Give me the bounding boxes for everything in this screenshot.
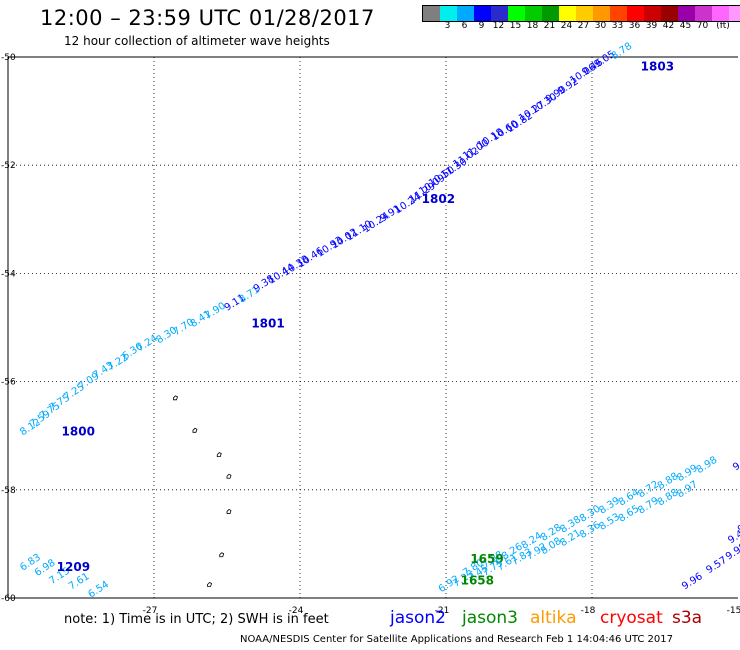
legend-swatch [593, 6, 610, 21]
pass-time-label: 1803 [641, 60, 674, 74]
legend-swatch [423, 6, 440, 21]
legend-swatch [576, 6, 593, 21]
legend-swatch [474, 6, 491, 21]
legend-label: 15 [509, 21, 522, 31]
page-title: 12:00 – 23:59 UTC 01/28/2017 [40, 6, 375, 30]
swh-value: 9.96 [680, 571, 705, 592]
legend-label: 18 [526, 21, 539, 31]
pass-time-label: 1658 [461, 573, 494, 587]
lon-tick-label: -21 [435, 606, 450, 616]
legend-swatch [508, 6, 525, 21]
color-scale-legend [422, 5, 740, 22]
satellite-legend-s3a: s3a [672, 608, 703, 628]
swh-value: 9 [736, 523, 740, 536]
legend-label: 3 [444, 21, 451, 31]
swh-value: 8.98 [695, 455, 720, 476]
color-scale-labels: 3 6 9 12 15 18 21 24 27 30 33 36 39 42 45 70 (ft) [422, 21, 740, 33]
legend-label: 21 [543, 21, 556, 31]
pass-time-label: 1209 [57, 560, 90, 574]
legend-swatch [491, 6, 508, 21]
legend-label: 33 [611, 21, 624, 31]
pass-time-label: 1659 [470, 552, 503, 566]
legend-label: 9 [478, 21, 485, 31]
island-outline [173, 395, 178, 401]
lat-tick-label: -50 [1, 53, 16, 63]
swh-value: 9.1 [731, 455, 740, 473]
legend-label: 30 [594, 21, 607, 31]
legend-label: 36 [628, 21, 641, 31]
swh-value: 9.57 [704, 555, 729, 576]
legend-unit: (ft) [716, 21, 730, 31]
legend-swatch [695, 6, 712, 21]
legend-label: 12 [492, 21, 505, 31]
legend-label: 70 [696, 21, 709, 31]
island-outline [219, 552, 225, 558]
satellite-legend-altika: altika [530, 608, 577, 628]
pass-time-label: 1802 [422, 192, 455, 206]
pass-time-label: 1800 [62, 425, 95, 439]
footer-credit: NOAA/NESDIS Center for Satellite Applica… [240, 634, 673, 645]
legend-label: 27 [577, 21, 590, 31]
satellite-legend-cryosat: cryosat [600, 608, 663, 628]
lat-tick-label: -54 [1, 269, 16, 279]
legend-label: 42 [662, 21, 675, 31]
lat-tick-label: -52 [1, 161, 16, 171]
satellite-legend-jason2: jason2 [390, 608, 446, 628]
legend-label: 24 [560, 21, 573, 31]
swh-value: 6.54 [86, 579, 111, 600]
legend-label: 45 [679, 21, 692, 31]
lat-tick-label: -58 [1, 486, 16, 496]
legend-swatch [678, 6, 695, 21]
legend-swatch [559, 6, 576, 21]
legend-swatch [542, 6, 559, 21]
legend-swatch [440, 6, 457, 21]
lon-tick-label: -24 [289, 606, 304, 616]
footer-note: note: 1) Time is in UTC; 2) SWH is in fe… [64, 612, 329, 627]
legend-label: 39 [645, 21, 658, 31]
legend-swatch [644, 6, 661, 21]
legend-swatch [729, 6, 740, 21]
legend-swatch [457, 6, 474, 21]
pass-time-label: 1801 [251, 317, 284, 331]
island-outline [207, 581, 213, 587]
page-subtitle: 12 hour collection of altimeter wave hei… [64, 34, 330, 48]
lat-tick-label: -56 [1, 378, 16, 388]
legend-swatch [627, 6, 644, 21]
island-outline [216, 452, 222, 458]
legend-swatch [712, 6, 729, 21]
legend-label: 6 [461, 21, 468, 31]
lon-tick-label: -15 [727, 606, 740, 616]
legend-swatch [661, 6, 678, 21]
island-outline [226, 473, 232, 479]
island-outline [226, 508, 232, 514]
swh-value: 8.78 [610, 41, 635, 62]
legend-swatch [525, 6, 542, 21]
lat-tick-label: -60 [1, 594, 16, 604]
legend-swatch [610, 6, 627, 21]
lon-tick-label: -18 [581, 606, 596, 616]
island-outline [192, 427, 198, 433]
satellite-legend-jason3: jason3 [462, 608, 518, 628]
lon-tick-label: -27 [143, 606, 158, 616]
